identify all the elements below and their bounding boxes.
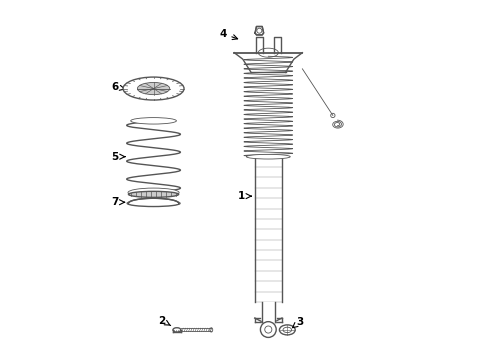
Ellipse shape bbox=[128, 191, 179, 197]
Polygon shape bbox=[255, 27, 264, 35]
Ellipse shape bbox=[127, 200, 180, 207]
Ellipse shape bbox=[283, 327, 292, 333]
Circle shape bbox=[331, 113, 335, 118]
Ellipse shape bbox=[210, 328, 213, 332]
Text: 6: 6 bbox=[112, 82, 125, 92]
Ellipse shape bbox=[173, 328, 181, 332]
Ellipse shape bbox=[123, 77, 184, 100]
Polygon shape bbox=[128, 198, 179, 203]
Text: 7: 7 bbox=[112, 197, 125, 207]
Ellipse shape bbox=[128, 188, 179, 197]
Circle shape bbox=[265, 326, 272, 333]
Text: 1: 1 bbox=[238, 191, 251, 201]
Ellipse shape bbox=[279, 325, 295, 335]
Polygon shape bbox=[262, 302, 275, 321]
Text: 4: 4 bbox=[219, 29, 238, 40]
Text: 5: 5 bbox=[112, 152, 125, 162]
Text: 2: 2 bbox=[158, 316, 171, 325]
Circle shape bbox=[260, 321, 276, 337]
Ellipse shape bbox=[137, 82, 170, 95]
Circle shape bbox=[257, 28, 262, 33]
Ellipse shape bbox=[131, 118, 176, 124]
Text: 3: 3 bbox=[293, 317, 303, 328]
Ellipse shape bbox=[246, 154, 290, 159]
Polygon shape bbox=[255, 157, 282, 302]
